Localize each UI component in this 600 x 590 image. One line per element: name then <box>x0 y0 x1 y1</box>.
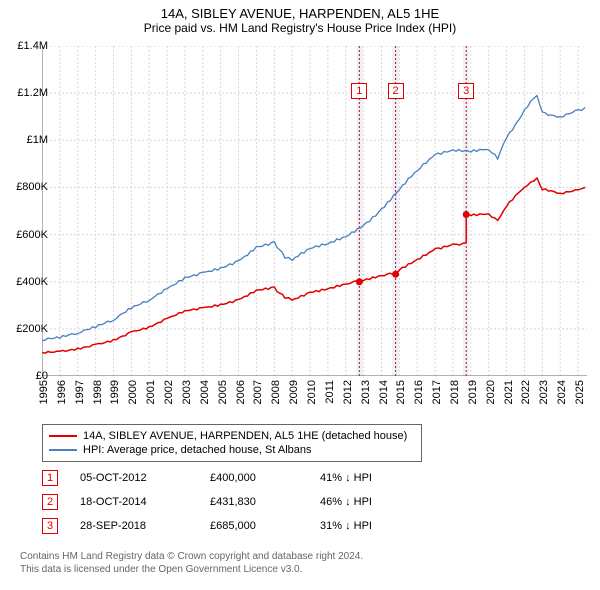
x-axis-label: 2014 <box>378 380 390 412</box>
events-table: 1 05-OCT-2012£400,00041% ↓ HPI 2 18-OCT-201… <box>42 470 542 542</box>
legend-swatch <box>49 449 77 451</box>
x-axis-label: 2011 <box>324 380 336 412</box>
x-axis-label: 2023 <box>538 380 550 412</box>
x-axis-label: 2009 <box>288 380 300 412</box>
event-row: 3 28-SEP-2018£685,00031% ↓ HPI <box>42 518 542 534</box>
event-number-box: 2 <box>42 494 58 510</box>
event-diff: 41% ↓ HPI <box>320 472 542 484</box>
legend-item: 14A, SIBLEY AVENUE, HARPENDEN, AL5 1HE (… <box>49 429 415 443</box>
x-axis-label: 2010 <box>306 380 318 412</box>
chart-svg <box>42 46 587 376</box>
event-diff: 31% ↓ HPI <box>320 520 542 532</box>
x-axis-label: 2000 <box>127 380 139 412</box>
footer-line: Contains HM Land Registry data © Crown c… <box>20 550 580 563</box>
y-axis-label: £200K <box>0 323 48 335</box>
y-axis-label: £800K <box>0 181 48 193</box>
x-axis-label: 2024 <box>556 380 568 412</box>
event-price: £685,000 <box>210 520 320 532</box>
event-date: 18-OCT-2014 <box>80 496 210 508</box>
x-axis-label: 1996 <box>56 380 68 412</box>
event-diff: 46% ↓ HPI <box>320 496 542 508</box>
legend-label: 14A, SIBLEY AVENUE, HARPENDEN, AL5 1HE (… <box>83 430 407 442</box>
y-axis-label: £400K <box>0 276 48 288</box>
chart-title: 14A, SIBLEY AVENUE, HARPENDEN, AL5 1HE <box>0 0 600 21</box>
x-axis-label: 2005 <box>217 380 229 412</box>
event-marker-3: 3 <box>458 83 474 99</box>
event-marker-2: 2 <box>388 83 404 99</box>
event-marker-1: 1 <box>351 83 367 99</box>
y-axis-label: £1.2M <box>0 87 48 99</box>
x-axis-label: 2019 <box>467 380 479 412</box>
x-axis-label: 1998 <box>92 380 104 412</box>
x-axis-label: 2020 <box>485 380 497 412</box>
x-axis-label: 2007 <box>252 380 264 412</box>
event-row: 1 05-OCT-2012£400,00041% ↓ HPI <box>42 470 542 486</box>
event-date: 05-OCT-2012 <box>80 472 210 484</box>
event-price: £400,000 <box>210 472 320 484</box>
legend-swatch <box>49 435 77 437</box>
x-axis-label: 2003 <box>181 380 193 412</box>
x-axis-label: 2013 <box>360 380 372 412</box>
legend-box: 14A, SIBLEY AVENUE, HARPENDEN, AL5 1HE (… <box>42 424 422 462</box>
x-axis-label: 2004 <box>199 380 211 412</box>
y-axis-label: £1.4M <box>0 40 48 52</box>
x-axis-label: 1999 <box>109 380 121 412</box>
event-date: 28-SEP-2018 <box>80 520 210 532</box>
event-number-box: 3 <box>42 518 58 534</box>
x-axis-label: 2025 <box>574 380 586 412</box>
attribution-footer: Contains HM Land Registry data © Crown c… <box>20 550 580 576</box>
x-axis-label: 2006 <box>235 380 247 412</box>
x-axis-label: 1997 <box>74 380 86 412</box>
event-price: £431,830 <box>210 496 320 508</box>
x-axis-label: 2015 <box>395 380 407 412</box>
x-axis-label: 2002 <box>163 380 175 412</box>
y-axis-label: £1M <box>0 134 48 146</box>
x-axis-label: 2008 <box>270 380 282 412</box>
x-axis-label: 2017 <box>431 380 443 412</box>
y-axis-label: £600K <box>0 229 48 241</box>
chart-subtitle: Price paid vs. HM Land Registry's House … <box>0 21 600 39</box>
chart-area: 1 2 3 <box>42 46 587 376</box>
legend-label: HPI: Average price, detached house, St A… <box>83 444 312 456</box>
x-axis-label: 2001 <box>145 380 157 412</box>
x-axis-label: 2021 <box>503 380 515 412</box>
footer-line: This data is licensed under the Open Gov… <box>20 563 580 576</box>
x-axis-label: 2022 <box>520 380 532 412</box>
event-number-box: 1 <box>42 470 58 486</box>
x-axis-label: 1995 <box>38 380 50 412</box>
x-axis-label: 2016 <box>413 380 425 412</box>
legend-item: HPI: Average price, detached house, St A… <box>49 443 415 457</box>
event-row: 2 18-OCT-2014£431,83046% ↓ HPI <box>42 494 542 510</box>
x-axis-label: 2018 <box>449 380 461 412</box>
x-axis-label: 2012 <box>342 380 354 412</box>
